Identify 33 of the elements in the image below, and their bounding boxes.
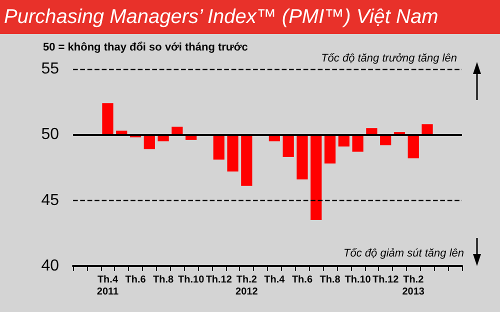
bar <box>408 134 419 158</box>
chart-title: Purchasing Managers’ Index™ (PMI™) Việt Nam <box>0 0 500 34</box>
bar <box>352 134 364 152</box>
bar <box>172 126 183 135</box>
y-tick-label: 45 <box>41 192 60 209</box>
bar <box>310 134 322 220</box>
x-tick-label: Th.6 <box>292 274 313 286</box>
text: 50 = không thay đổi so với tháng trước <box>43 42 248 54</box>
bar <box>282 134 294 157</box>
x-tick-label: Th.8 <box>320 274 341 286</box>
x-tick-label: Th.2 2013 <box>402 274 425 298</box>
x-tick-label: Th.12 <box>372 274 400 286</box>
bar <box>227 134 238 172</box>
x-tick-label: Th.12 <box>206 274 232 286</box>
bar <box>102 103 114 135</box>
bar <box>296 134 308 180</box>
annotation: Tốc độ giảm sút tăng lên <box>344 248 464 260</box>
y-tick-label: 50 <box>41 126 60 144</box>
x-tick-label: Th.4 <box>264 274 286 286</box>
y-tick-label: 55 <box>41 60 60 78</box>
ref-line-label: Tốc độ tăng trưởng tăng lên <box>321 52 457 64</box>
bar <box>324 134 336 164</box>
x-tick-label: Th.10 <box>344 274 372 286</box>
x-tick-label: Th.4 2011 <box>96 274 120 298</box>
x-tick-label: Th.2 2012 <box>236 274 258 298</box>
x-tick-label: Th.8 <box>153 274 174 286</box>
bar <box>366 128 378 135</box>
bar <box>213 134 224 160</box>
y-tick-label: 40 <box>41 258 60 274</box>
x-tick-label: Th.10 <box>178 274 205 286</box>
bar <box>422 124 433 135</box>
x-tick-label: Th.6 <box>125 274 146 286</box>
bar <box>241 134 252 186</box>
